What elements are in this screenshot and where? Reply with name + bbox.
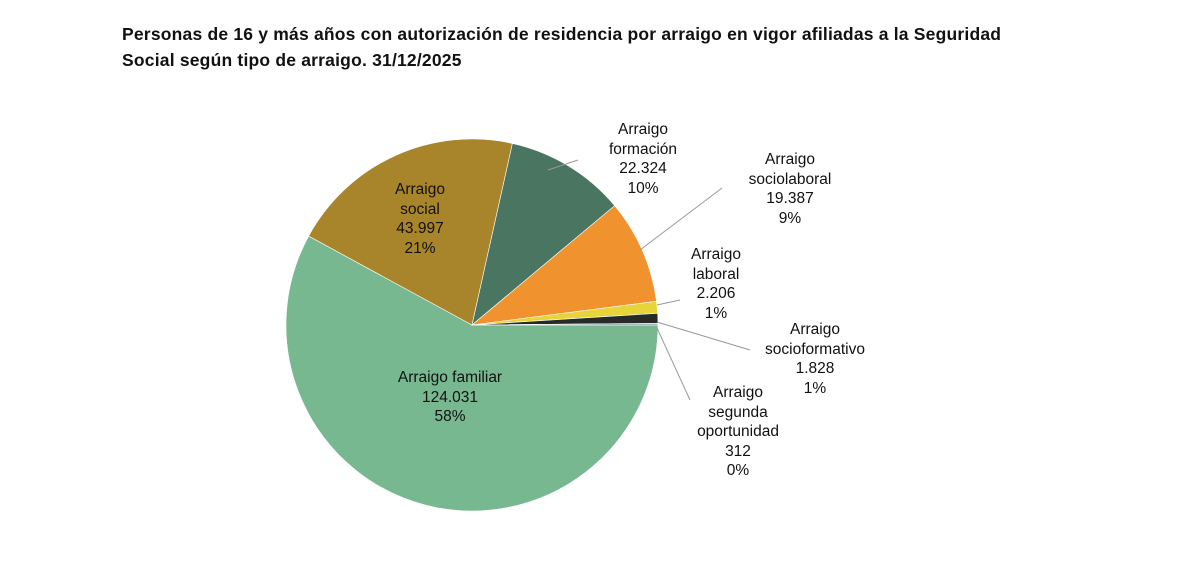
leader-line bbox=[639, 187, 723, 251]
pie-slice bbox=[308, 138, 513, 326]
percent-label: 58% bbox=[434, 408, 466, 425]
pie-slice bbox=[471, 205, 657, 326]
leader-line bbox=[656, 321, 751, 351]
value-label: 124.031 bbox=[421, 388, 479, 406]
value-label: 22.324 bbox=[619, 160, 667, 177]
category-label: Arraigo socioformativo bbox=[765, 321, 865, 358]
slice-label: Arraigo laboral 2.206 1% bbox=[681, 245, 751, 323]
chart-title: Personas de 16 y más años con autorizaci… bbox=[122, 24, 1002, 70]
slice-label: Arraigo formación 22.324 10% bbox=[593, 120, 693, 198]
percent-label: 1% bbox=[803, 379, 827, 397]
category-label: Arraigo familiar bbox=[397, 369, 503, 386]
percent-label: 10% bbox=[627, 179, 659, 197]
slice-label: Arraigo segunda oportunidad 312 0% bbox=[683, 383, 793, 481]
value-label: 1.828 bbox=[795, 360, 835, 377]
value-label: 19.387 bbox=[766, 190, 814, 207]
category-label: Arraigo social bbox=[395, 181, 445, 218]
pie-slice bbox=[471, 322, 659, 326]
percent-label: 1% bbox=[704, 304, 728, 322]
value-label: 312 bbox=[725, 442, 751, 460]
category-label: Arraigo segunda oportunidad bbox=[697, 384, 779, 440]
pie-slice bbox=[285, 235, 659, 512]
value-label: 43.997 bbox=[396, 220, 444, 237]
value-label: 2.206 bbox=[696, 285, 736, 302]
slice-label: Arraigo sociolaboral 19.387 9% bbox=[735, 150, 845, 228]
leader-line bbox=[547, 159, 579, 171]
pie-slice bbox=[471, 143, 616, 326]
percent-label: 9% bbox=[778, 209, 802, 227]
leader-line bbox=[656, 327, 691, 401]
leader-line bbox=[656, 299, 681, 306]
percent-label: 21% bbox=[404, 239, 436, 257]
slice-label: Arraigo familiar 124.031 58% bbox=[350, 368, 550, 427]
category-label: Arraigo laboral bbox=[691, 246, 741, 283]
slice-label: Arraigo social 43.997 21% bbox=[380, 180, 460, 258]
category-label: Arraigo formación bbox=[608, 121, 678, 158]
slice-label: Arraigo socioformativo 1.828 1% bbox=[745, 320, 885, 398]
category-label: Arraigo sociolaboral bbox=[748, 151, 832, 188]
percent-label: 0% bbox=[726, 462, 750, 479]
